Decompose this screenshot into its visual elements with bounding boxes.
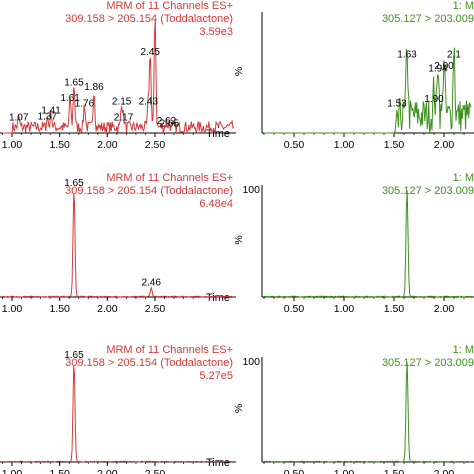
y-label-percent-3: %	[233, 235, 245, 244]
x-tick-label: 2.50	[145, 139, 166, 151]
x-tick-label: 2.00	[97, 303, 118, 315]
panel-header-line: 309.158 > 205.154 (Toddalactone)	[65, 13, 233, 25]
y-tick-100-3: 100	[242, 184, 260, 196]
peak-label: 1.94	[428, 64, 448, 75]
x-tick-label: 1.00	[334, 468, 355, 474]
x-tick-label: 1.00	[2, 139, 23, 151]
x-tick-label: 1.00	[2, 303, 23, 315]
peak-label: 1.86	[84, 82, 104, 93]
x-tick-label: 1.50	[384, 139, 405, 151]
trace-series-5	[263, 362, 472, 463]
peak-label: 1.65	[64, 178, 84, 189]
peak-label: 2.62	[157, 116, 177, 127]
peak-label: 2.00	[434, 61, 454, 72]
x-tick-label: 0.50	[284, 303, 305, 315]
x-tick-label: 1.50	[49, 468, 70, 474]
trace-series-1	[264, 47, 472, 134]
x-tick-label: 1.00	[2, 468, 23, 474]
peak-label: 1.07	[9, 113, 29, 124]
panel-header-line: 3.59e3	[199, 26, 233, 38]
panel-header-line: 305.127 > 203.009	[382, 357, 474, 369]
x-tick-label: 1.00	[334, 303, 355, 315]
trace-series-3	[263, 190, 472, 298]
peak-label: 2.46	[141, 277, 161, 288]
panel-header-line: MRM of 11 Channels ES+	[106, 172, 233, 184]
panel-header-line: MRM of 11 Channels ES+	[106, 344, 233, 356]
peak-label: 2.1	[447, 49, 461, 60]
panel-header-line: 309.158 > 205.154 (Toddalactone)	[65, 185, 233, 197]
panel-header-line: 1: M	[453, 344, 474, 356]
panel-header-line: 1: M	[453, 0, 474, 12]
x-tick-label: 1.50	[384, 303, 405, 315]
peak-label: 1.53	[387, 99, 407, 110]
peak-label: 1.65	[64, 78, 84, 89]
x-tick-label: 2.00	[434, 468, 455, 474]
panel-header-line: MRM of 11 Channels ES+	[106, 0, 233, 12]
peak-label: 1.90	[424, 94, 444, 105]
trace-series-0	[2, 19, 234, 135]
peak-label: 1.61	[60, 93, 80, 104]
x-tick-label: 2.00	[97, 139, 118, 151]
peak-label: 2.17	[114, 113, 134, 124]
x-tick-label: 2.50	[145, 468, 166, 474]
peak-label: 2.65	[160, 118, 180, 129]
x-tick-label: 1.00	[334, 139, 355, 151]
x-axis-title-time: Time	[206, 292, 230, 304]
x-axis-title-time: Time	[206, 457, 230, 469]
peak-label: 2.45	[140, 47, 160, 58]
y-label-percent-5: %	[233, 404, 245, 413]
x-tick-label: 2.00	[434, 139, 455, 151]
panel-header-line: 1: M	[453, 172, 474, 184]
trace-series-4	[2, 365, 234, 463]
x-tick-label: 2.50	[145, 303, 166, 315]
x-tick-label: 0.50	[284, 139, 305, 151]
panel-header-line: 305.127 > 203.009	[382, 185, 474, 197]
y-label-percent-1: %	[233, 67, 245, 76]
peak-label: 1.41	[41, 106, 61, 117]
peak-label: 1.76	[75, 99, 95, 110]
x-tick-label: 1.50	[384, 468, 405, 474]
peak-label: 2.15	[112, 96, 132, 107]
peak-label: 2.43	[139, 96, 159, 107]
peak-label: 1.63	[397, 49, 417, 60]
trace-series-2	[2, 193, 235, 298]
x-tick-label: 1.50	[49, 139, 70, 151]
panel-header-line: 5.27e5	[199, 370, 233, 382]
x-tick-label: 0.50	[284, 468, 305, 474]
peak-label: 1.65	[64, 350, 84, 361]
panel-header-line: 6.48e4	[199, 198, 233, 210]
x-tick-label: 1.50	[49, 303, 70, 315]
peak-label: 1.37	[38, 111, 58, 122]
x-tick-label: 2.00	[434, 303, 455, 315]
panel-header-line: 305.127 > 203.009	[382, 13, 474, 25]
x-tick-label: 2.00	[97, 468, 118, 474]
panel-header-line: 309.158 > 205.154 (Toddalactone)	[65, 357, 233, 369]
y-tick-100-5: 100	[242, 356, 260, 368]
